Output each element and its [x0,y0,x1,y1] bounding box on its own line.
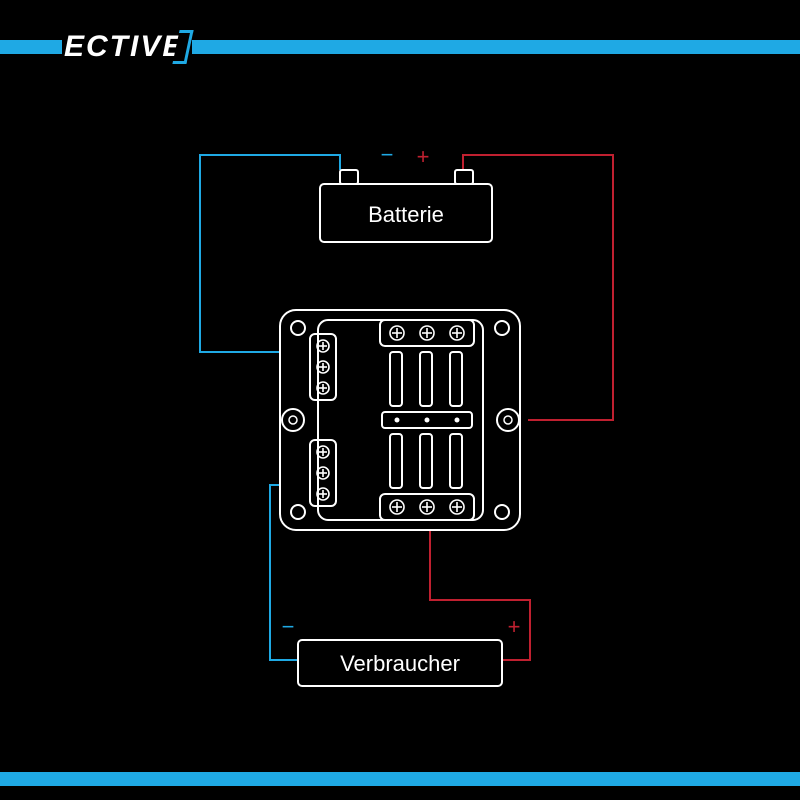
bat-neg-symbol: − [381,142,394,167]
battery-label: Batterie [368,202,444,227]
consumer: Verbraucher [298,640,502,686]
battery: Batterie [320,170,492,242]
bat-pos-symbol: + [417,144,430,169]
cons-pos-symbol: + [508,614,521,639]
diagram-canvas: ECTIVE Batterie − + [0,0,800,800]
distributor [280,310,520,530]
cons-neg-symbol: − [282,614,295,639]
wiring-diagram: Batterie − + [0,0,800,800]
consumer-label: Verbraucher [340,651,460,676]
